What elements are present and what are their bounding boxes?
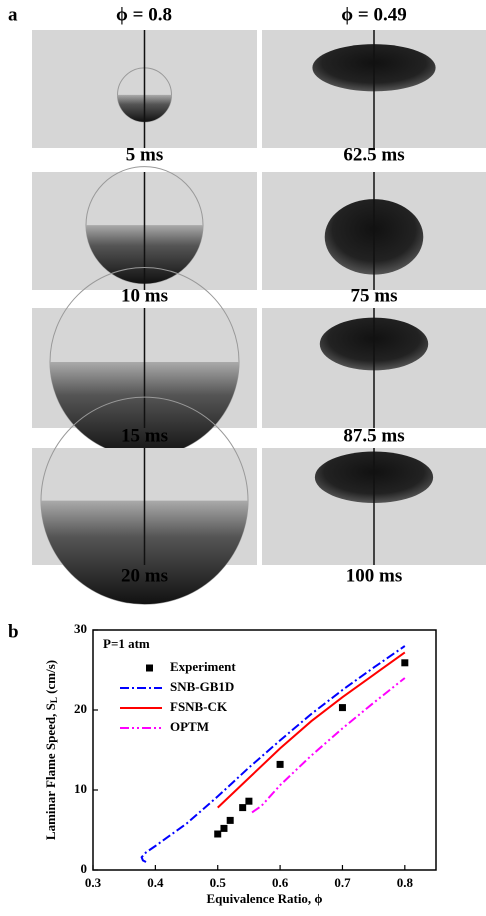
y-axis-title-part: L: [49, 697, 59, 703]
legend-label: Experiment: [170, 659, 236, 674]
data-point: [401, 659, 409, 667]
frame-time: 5 ms: [126, 144, 163, 165]
series-line: [251, 677, 406, 814]
series-line: [140, 645, 406, 863]
frame-time: 10 ms: [121, 285, 168, 306]
x-tick-label: 0.7: [334, 875, 351, 890]
frame-time: 87.5 ms: [343, 425, 404, 446]
data-point: [276, 760, 284, 768]
data-point: [220, 824, 228, 832]
x-tick-label: 0.4: [147, 875, 164, 890]
data-point: [239, 804, 247, 812]
y-tick-label: 0: [81, 861, 88, 876]
panel-label: a: [8, 4, 18, 25]
annotation: P=1 atm: [103, 636, 150, 651]
column-title: ϕ = 0.8: [116, 4, 172, 25]
panel-label: b: [8, 621, 19, 642]
y-tick-label: 20: [74, 701, 87, 716]
legend-label: SNB-GB1D: [170, 679, 234, 694]
y-axis-title-part: (cm/s): [43, 660, 58, 697]
x-tick-label: 0.6: [272, 875, 289, 890]
data-point: [214, 830, 222, 838]
x-tick-label: 0.8: [397, 875, 414, 890]
series-line: [217, 651, 406, 809]
x-axis-title: Equivalence Ratio, ϕ: [206, 891, 322, 906]
legend-label: FSNB-CK: [170, 699, 228, 714]
y-axis-title: Laminar Flame Speed, SL (cm/s): [43, 660, 59, 840]
legend-label: OPTM: [170, 719, 209, 734]
data-point: [245, 797, 253, 805]
frame-time: 75 ms: [351, 285, 398, 306]
data-point: [226, 816, 234, 824]
y-tick-label: 30: [74, 621, 87, 636]
column-title: ϕ = 0.49: [341, 4, 406, 25]
frame-time: 100 ms: [346, 565, 402, 586]
plot-frame: [92, 629, 437, 871]
x-tick-label: 0.3: [85, 875, 102, 890]
chart: 0.3 0.4 0.5 0.6 0.7 0.8 0 10 20 30 Equivalence Rat…: [43, 621, 437, 906]
data-point: [338, 704, 346, 712]
frame-time: 20 ms: [121, 565, 168, 586]
frame-time: 15 ms: [121, 425, 168, 446]
y-tick-label: 10: [74, 781, 87, 796]
legend-marker: [146, 664, 153, 672]
y-axis-title-part: Laminar Flame Speed, S: [43, 703, 58, 840]
frame-time: 62.5 ms: [343, 144, 404, 165]
x-tick-label: 0.5: [210, 875, 227, 890]
photo-grid: 5 ms 10 ms 15 ms 20 ms 62.5 ms 75 ms 87.5 ms 10…: [32, 30, 486, 605]
